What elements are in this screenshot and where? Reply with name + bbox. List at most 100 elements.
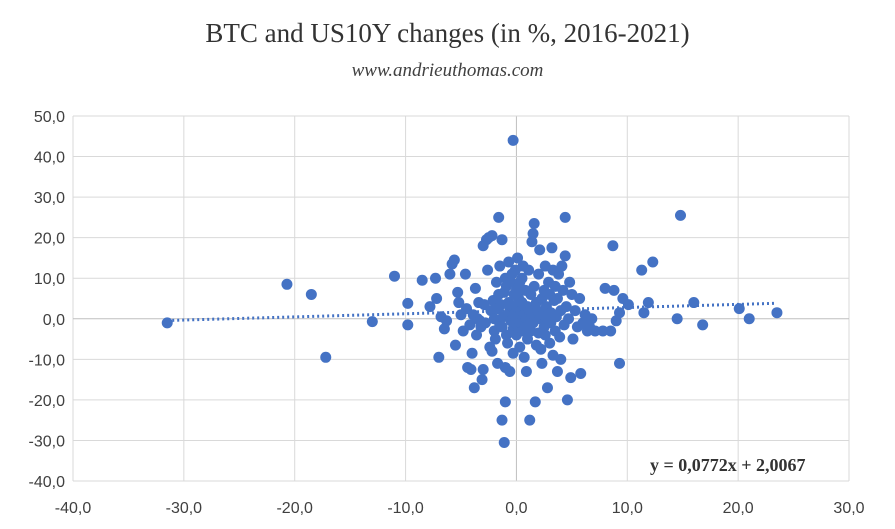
data-point [441,315,453,327]
data-point [638,307,650,319]
data-point [559,250,571,262]
data-point [574,293,586,304]
y-tick-label: 10,0 [34,271,65,288]
data-point [771,307,783,319]
y-tick-label: -10,0 [29,352,66,369]
data-point [465,363,477,375]
data-point [449,339,461,351]
data-point [565,372,577,384]
data-point [489,333,501,345]
data-point [388,270,400,282]
data-point [551,366,563,377]
data-point [464,319,476,331]
data-point [512,252,524,264]
data-point [516,272,528,284]
data-point [733,303,745,315]
y-tick-label: 40,0 [34,150,65,167]
scatter-points [161,134,783,448]
data-point [320,351,332,363]
data-point [444,268,456,280]
y-tick-label: -40,0 [29,474,66,491]
data-point [416,274,428,286]
data-point [424,301,436,313]
data-point [535,343,547,355]
data-point [469,282,481,294]
data-point [402,319,414,331]
data-point [556,260,568,272]
data-point [507,134,519,146]
data-point [586,313,598,325]
y-tick-label: 30,0 [34,190,65,207]
data-point [561,394,573,406]
gridlines [72,115,850,482]
x-tick-label: 10,0 [612,500,643,517]
data-point [614,307,626,319]
data-point [557,284,569,296]
data-point [305,288,317,300]
data-point [496,234,508,246]
data-point [607,240,619,252]
data-point [498,436,510,448]
data-point [597,325,609,337]
data-point [605,325,617,337]
data-point [546,242,558,254]
data-point [599,282,611,294]
data-point [544,337,556,349]
data-point [563,313,575,325]
data-point [529,396,541,408]
data-point [433,351,445,363]
data-point [608,284,620,296]
x-axis-ticks: -40,0 -30,0 -20,0 -10,0 0,0 10,0 20,0 30,0 [55,500,865,517]
data-point [502,337,514,349]
data-point [518,351,530,363]
data-point [551,293,563,304]
data-point [493,211,505,223]
y-tick-label: 20,0 [34,231,65,248]
x-tick-label: 20,0 [723,500,754,517]
data-point [514,341,526,353]
y-axis-ticks: 50,0 40,0 30,0 20,0 10,0 0,0 -10,0 -20,0 -30,0 -4… [29,109,66,491]
data-point [688,297,700,309]
y-tick-label: 50,0 [34,109,65,126]
data-point [468,382,480,394]
data-point [486,345,498,357]
data-point [526,236,538,248]
data-point [674,209,686,221]
data-point [281,278,293,290]
trendline [167,301,777,323]
y-tick-label: -20,0 [29,393,66,410]
data-point [430,272,442,284]
data-point [622,299,634,311]
x-tick-label: -10,0 [387,500,424,517]
data-point [642,297,654,309]
data-point [471,329,483,341]
data-point [636,264,648,276]
data-point [431,293,443,304]
trendline-equation: y = 0,0772x + 2,0067 [650,455,806,475]
data-point [505,276,517,288]
data-point [459,268,471,280]
chart-title: BTC and US10Y changes (in %, 2016-2021) [205,18,690,48]
data-point [539,329,551,341]
data-point [527,228,539,240]
x-tick-label: 0,0 [505,500,527,517]
chart-subtitle: www.andrieuthomas.com [351,60,544,81]
data-point [482,264,494,276]
data-point [564,276,576,288]
data-point [533,268,545,280]
data-point [560,301,572,313]
data-point [453,297,465,309]
data-point [569,305,581,317]
data-point [697,319,709,331]
data-point [161,317,173,329]
data-point [541,382,553,394]
data-point [477,363,489,375]
data-point [466,347,478,359]
data-point [504,366,516,377]
data-point [490,276,502,288]
data-point [494,260,506,272]
data-point [479,317,491,329]
data-point [534,244,546,256]
data-point [647,256,659,268]
